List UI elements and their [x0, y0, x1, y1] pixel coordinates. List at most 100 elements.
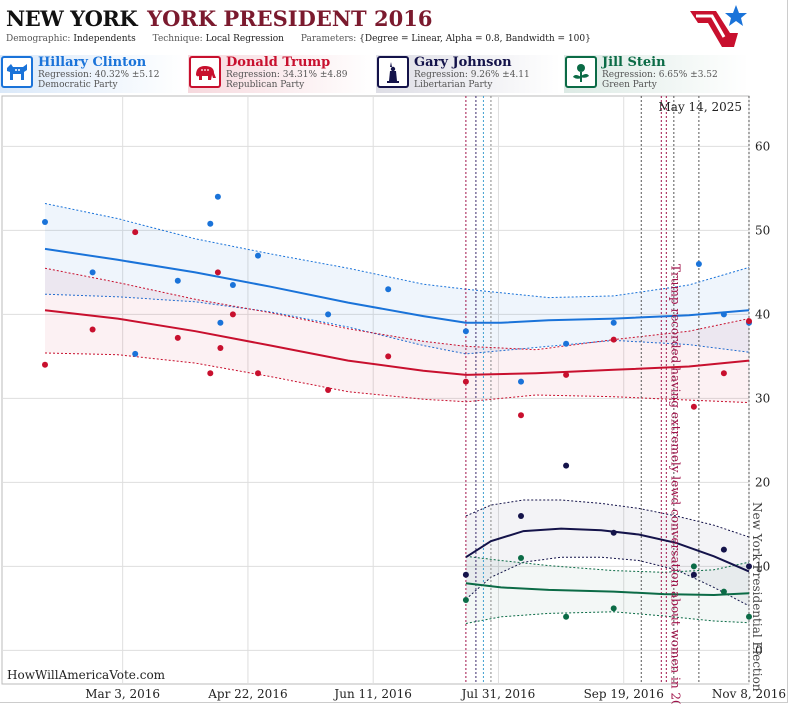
poll-point — [462, 571, 469, 578]
poll-point — [229, 282, 236, 288]
poll-point — [229, 311, 236, 318]
poll-point — [207, 220, 214, 227]
race-title: YORK PRESIDENT 2016 — [147, 6, 433, 31]
candidate-party: Democratic Party — [38, 80, 118, 90]
event-label: New York Presidential Election — [750, 502, 764, 692]
poll-point — [518, 513, 524, 519]
x-tick-label: Jun 11, 2016 — [332, 687, 412, 701]
y-tick-label: 10 — [755, 559, 770, 573]
poll-point — [720, 370, 727, 377]
poll-point — [610, 336, 617, 343]
poll-point — [746, 563, 752, 570]
poll-point — [89, 269, 96, 276]
candidate-regression: Regression: 9.26% ±4.11 — [414, 70, 530, 80]
axis-labels: 0 10 20 30 40 50 60 Mar 3, 2016 Apr 22, 2016 Jun … — [85, 139, 786, 704]
y-tick-label: 20 — [755, 475, 770, 489]
poll-point — [563, 340, 570, 347]
candidate-regression: Regression: 34.31% ±4.89 — [226, 70, 348, 80]
regression-line — [44, 247, 750, 324]
y-tick-label: 0 — [755, 643, 763, 657]
x-tick-label: Jul 31, 2016 — [460, 687, 536, 701]
candidate-regression: Regression: 40.32% ±5.12 — [38, 70, 160, 80]
demographic-value: Independents — [73, 34, 136, 44]
poll-point — [720, 311, 727, 318]
y-tick-label: 60 — [755, 139, 770, 153]
x-tick-label: Apr 22, 2016 — [207, 687, 287, 701]
watermark: HowWillAmericaVote.com — [7, 668, 166, 682]
lower-bound-line — [465, 611, 750, 624]
page-title: NEW YORK YORK PRESIDENT 2016 — [6, 6, 432, 31]
parameters-value: {Degree = Linear, Alpha = 0.8, Bandwidth… — [359, 34, 591, 44]
candidate-name: Gary Johnson — [414, 55, 512, 70]
poll-point — [518, 378, 524, 385]
poll-point — [563, 371, 570, 378]
poll-point — [610, 605, 617, 612]
candidate-name: Hillary Clinton — [38, 55, 147, 70]
poll-point — [325, 311, 332, 318]
technique-value: Local Regression — [205, 34, 284, 44]
candidate-card-clinton[interactable]: Hillary Clinton Regression: 40.32% ±5.12… — [0, 55, 185, 93]
parameters-label: Parameters: — [300, 34, 357, 44]
candidate-party: Libertarian Party — [414, 80, 493, 90]
poll-point — [462, 328, 469, 335]
poll-point — [132, 350, 139, 357]
poll-point — [610, 529, 617, 536]
poll-point — [563, 613, 570, 620]
candidate-name: Jill Stein — [602, 55, 666, 70]
poll-point — [720, 588, 727, 595]
y-tick-label: 30 — [755, 391, 770, 405]
lower-bound-line — [44, 352, 750, 404]
candidate-card-johnson[interactable]: Gary Johnson Regression: 9.26% ±4.11 Lib… — [376, 55, 561, 93]
poll-point — [217, 319, 224, 326]
event-lines — [465, 96, 750, 684]
grid-layer — [1, 95, 750, 685]
poll-point — [217, 345, 224, 351]
confidence-band — [465, 500, 749, 606]
poll-point — [255, 370, 261, 377]
liberty-statue-icon — [377, 56, 409, 88]
donkey-icon — [1, 56, 33, 88]
y-tick-label: 50 — [755, 223, 770, 237]
poll-point — [207, 370, 214, 377]
lower-bound-line — [465, 556, 750, 607]
regression-line — [44, 309, 750, 376]
confidence-band — [45, 268, 749, 403]
y-tick-label: 40 — [755, 307, 770, 321]
poll-point — [325, 387, 332, 393]
poll-point — [214, 269, 221, 276]
poll-point — [214, 193, 221, 200]
technique-label: Technique: — [152, 34, 203, 44]
candidate-card-trump[interactable]: Donald Trump Regression: 34.31% ±4.89 Re… — [188, 55, 373, 93]
flower-icon — [565, 56, 597, 88]
poll-point — [690, 563, 697, 570]
poll-point — [746, 613, 752, 620]
poll-point — [610, 319, 617, 326]
candidate-party: Republican Party — [226, 80, 305, 90]
poll-point — [132, 229, 139, 236]
x-tick-label: Sep 19, 2016 — [584, 687, 664, 701]
confidence-band — [465, 556, 749, 624]
poll-point — [89, 326, 96, 333]
upper-bound-line — [465, 499, 750, 538]
poll-point — [695, 261, 702, 267]
candidate-name: Donald Trump — [226, 55, 331, 70]
poll-points — [42, 193, 752, 620]
regression-line — [465, 527, 750, 573]
poll-point — [42, 361, 48, 368]
poll-point — [174, 277, 181, 284]
regression-lines — [44, 247, 750, 597]
poll-point — [690, 403, 697, 410]
poll-point — [746, 318, 752, 325]
poll-point — [563, 462, 570, 469]
demographic-label: Demographic: — [6, 34, 71, 44]
x-tick-label: Mar 3, 2016 — [85, 687, 160, 701]
upper-bound-line — [465, 555, 750, 573]
candidate-card-stein[interactable]: Jill Stein Regression: 6.65% ±3.52 Green… — [564, 55, 749, 93]
state-title: NEW YORK — [6, 6, 138, 31]
lower-bound-line — [44, 293, 750, 355]
poll-point — [42, 219, 48, 225]
poll-point — [690, 571, 697, 578]
poll-point — [174, 334, 181, 341]
